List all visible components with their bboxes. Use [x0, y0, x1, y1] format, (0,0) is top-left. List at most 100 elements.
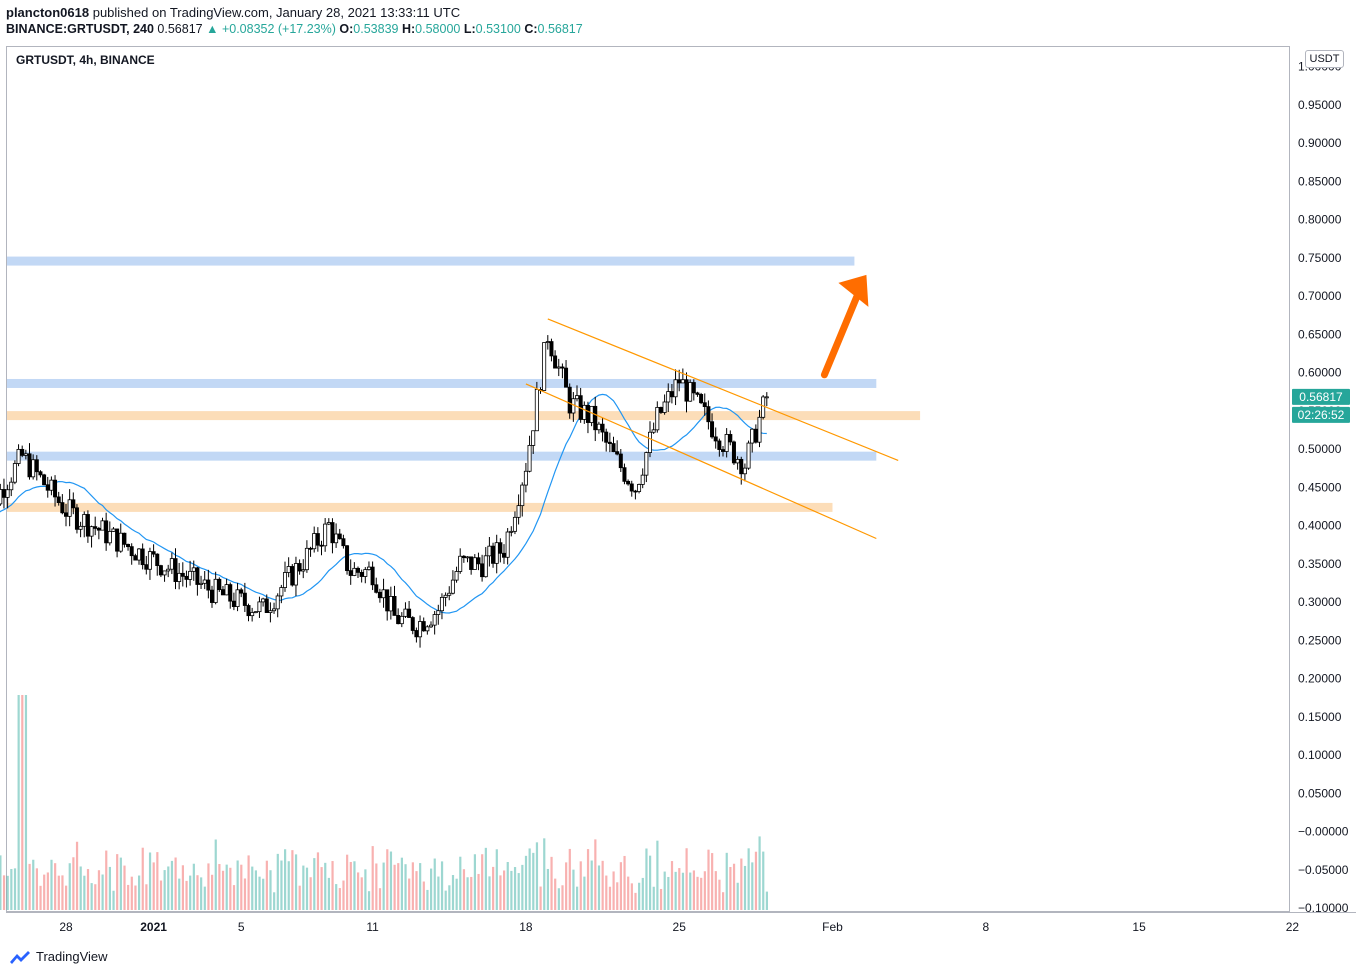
- candle-body: [158, 565, 163, 576]
- volume-bar: [543, 838, 546, 910]
- author-name[interactable]: plancton0618: [6, 5, 90, 20]
- candle-body: [49, 479, 54, 491]
- volume-bar: [273, 892, 276, 910]
- candle-body: [750, 428, 755, 444]
- volume-bar: [470, 876, 473, 910]
- candle-body: [133, 555, 138, 561]
- volume-bar: [353, 861, 356, 910]
- volume-bar: [605, 875, 608, 910]
- candle-body: [279, 587, 284, 597]
- time-tick-label: 22: [1286, 920, 1300, 934]
- volume-bar: [178, 878, 181, 910]
- candle-body: [308, 547, 313, 550]
- volume-bar: [159, 880, 163, 910]
- candle-body: [611, 443, 616, 453]
- volume-bar: [101, 874, 104, 910]
- candle-body: [691, 382, 696, 394]
- candle-body: [191, 567, 196, 572]
- volume-bar: [506, 862, 509, 910]
- volume-bar: [236, 860, 239, 910]
- volume-bar: [634, 892, 637, 910]
- candle-body: [315, 533, 320, 546]
- candle-body: [334, 533, 339, 544]
- volume-bar: [203, 886, 206, 910]
- volume-bar: [685, 848, 688, 910]
- time-axis[interactable]: [6, 912, 1356, 942]
- price-tick-label: −0.05000: [1298, 863, 1349, 877]
- price-tick-label: −0.00000: [1298, 825, 1349, 839]
- volume-bar: [68, 863, 71, 910]
- candle-body: [582, 404, 587, 420]
- volume-bar: [707, 849, 710, 910]
- candle-body: [111, 528, 116, 532]
- volume-bar: [229, 867, 232, 910]
- candle-body: [261, 598, 266, 603]
- candle-body: [118, 532, 123, 552]
- candle-body: [93, 526, 98, 529]
- candle-body: [761, 396, 766, 418]
- candle-body: [666, 391, 671, 403]
- volume-bar: [200, 877, 203, 910]
- chart-pane[interactable]: [6, 46, 1290, 912]
- candle-body: [60, 502, 65, 514]
- volume-bar: [294, 854, 298, 910]
- chart-title: GRTUSDT, 4h, BINANCE: [16, 53, 155, 67]
- volume-bar: [722, 892, 725, 910]
- price-tag-label: 0.56817: [1299, 390, 1343, 404]
- volume-bar: [284, 849, 287, 910]
- price-change: ▲ +0.08352 (+17.23%): [206, 22, 336, 36]
- candle-body: [531, 430, 536, 446]
- candle-body: [67, 499, 72, 517]
- candle-body: [71, 499, 76, 509]
- candle-body: [655, 407, 660, 431]
- candle-body: [633, 490, 638, 493]
- volume-bar: [689, 872, 692, 910]
- volume-bar: [663, 871, 666, 910]
- volume-bar: [50, 859, 53, 910]
- volume-bar: [24, 695, 28, 910]
- candle-body: [85, 514, 90, 537]
- candle-body: [637, 484, 642, 492]
- volume-bar: [313, 858, 316, 910]
- candle-body: [188, 570, 193, 580]
- volume-bar: [152, 862, 155, 910]
- volume-bar: [557, 888, 560, 910]
- volume-bar: [298, 885, 301, 910]
- volume-bar: [440, 861, 444, 910]
- symbol-name: BINANCE:GRTUSDT, 240: [6, 22, 154, 36]
- volume-bar: [382, 862, 385, 910]
- volume-bar: [561, 885, 564, 910]
- volume-bar: [167, 866, 170, 910]
- volume-bar: [459, 856, 462, 910]
- volume-bar: [616, 882, 619, 910]
- volume-bar: [119, 857, 122, 910]
- candle-body: [374, 584, 379, 593]
- candle-body: [115, 528, 120, 552]
- candle-body: [206, 579, 211, 591]
- volume-bar: [576, 886, 579, 910]
- candle-body: [600, 423, 605, 433]
- countdown-box: [1292, 406, 1350, 423]
- candle-body: [323, 523, 328, 547]
- candle-body: [220, 589, 225, 596]
- candle-body: [757, 416, 762, 443]
- unit-button[interactable]: USDT: [1305, 50, 1344, 68]
- volume-bar: [594, 839, 597, 910]
- volume-bar: [437, 876, 440, 910]
- volume-bar: [430, 868, 433, 910]
- price-axis: 1.000000.950000.900000.850000.800000.750…: [1298, 60, 1349, 916]
- volume-bar: [116, 854, 119, 910]
- candle-body: [556, 366, 561, 369]
- low-label: L:: [463, 22, 476, 36]
- volume-bar: [565, 862, 568, 910]
- candle-body: [359, 571, 364, 577]
- footer-brand[interactable]: TradingView: [8, 949, 108, 964]
- volume-bar: [732, 863, 736, 910]
- volume-bar: [517, 873, 520, 910]
- candle-body: [12, 463, 17, 483]
- candle-body: [301, 569, 306, 572]
- volume-bar: [400, 857, 403, 910]
- volume-bar: [389, 851, 393, 910]
- volume-bar: [138, 875, 141, 910]
